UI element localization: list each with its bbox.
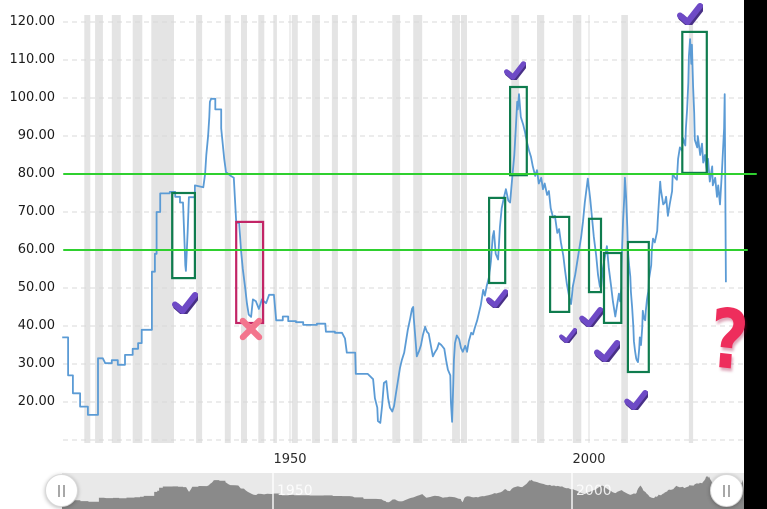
recession-band	[621, 15, 628, 443]
recession-band	[312, 15, 320, 443]
x-tick-label: 2000	[572, 452, 606, 467]
y-tick-label: 30.00	[17, 356, 55, 371]
check-icon[interactable]	[677, 3, 705, 29]
check-icon[interactable]	[624, 389, 650, 414]
recession-band	[273, 15, 277, 443]
y-tick-label: 50.00	[17, 280, 55, 295]
recession-band	[461, 15, 467, 443]
signal-box-green[interactable]	[509, 85, 528, 177]
check-icon[interactable]	[593, 340, 622, 366]
recession-band	[196, 15, 203, 443]
recession-band	[452, 15, 460, 443]
signal-box-green[interactable]	[171, 191, 196, 280]
check-icon[interactable]	[559, 327, 579, 347]
recession-band	[84, 15, 91, 443]
side-panel	[744, 0, 767, 509]
recession-band	[241, 15, 247, 443]
signal-box-green[interactable]	[602, 251, 623, 325]
recession-band	[572, 15, 582, 443]
navigator-year-label: 2000	[576, 483, 612, 499]
y-tick-label: 90.00	[17, 128, 55, 143]
navigator-year-label: 1950	[277, 483, 313, 499]
signal-box-green[interactable]	[488, 196, 507, 285]
trendline-60[interactable]	[63, 248, 748, 252]
y-tick-label: 80.00	[17, 166, 55, 181]
recession-band	[413, 15, 423, 443]
check-icon[interactable]	[171, 291, 200, 318]
recession-band	[291, 15, 298, 443]
check-icon[interactable]	[503, 60, 528, 84]
recession-band	[688, 15, 694, 443]
recession-band	[151, 15, 174, 443]
recession-band	[392, 15, 401, 443]
recession-band	[511, 15, 520, 443]
recession-band	[132, 15, 143, 443]
x-tick-label: 1950	[273, 452, 307, 467]
check-icon[interactable]	[578, 306, 605, 331]
recession-band	[258, 15, 265, 443]
navigator-left-handle[interactable]	[45, 474, 78, 507]
recession-band	[224, 15, 231, 443]
grip-icon	[58, 484, 65, 497]
question-mark-icon[interactable]: ?	[706, 291, 752, 390]
signal-box-green[interactable]	[548, 215, 571, 313]
y-tick-label: 100.00	[9, 90, 56, 105]
y-tick-label: 110.00	[9, 52, 56, 67]
recession-band	[331, 15, 338, 443]
navigator-right-handle[interactable]	[710, 474, 743, 507]
recession-band	[352, 15, 357, 443]
signal-box-green[interactable]	[626, 240, 650, 374]
recession-band	[111, 15, 121, 443]
signal-box-green[interactable]	[587, 217, 603, 294]
cross-icon[interactable]	[239, 317, 263, 345]
navigator-minimap[interactable]	[62, 476, 744, 509]
check-icon[interactable]	[485, 288, 510, 312]
grip-icon	[723, 484, 730, 497]
y-tick-label: 60.00	[17, 242, 55, 257]
trendline-80[interactable]	[63, 172, 757, 176]
y-tick-label: 40.00	[17, 318, 55, 333]
y-tick-label: 70.00	[17, 204, 55, 219]
y-tick-label: 120.00	[9, 14, 56, 29]
recession-band	[537, 15, 545, 443]
recession-band	[95, 15, 103, 443]
signal-box-pink[interactable]	[235, 220, 265, 325]
y-tick-label: 20.00	[17, 394, 55, 409]
